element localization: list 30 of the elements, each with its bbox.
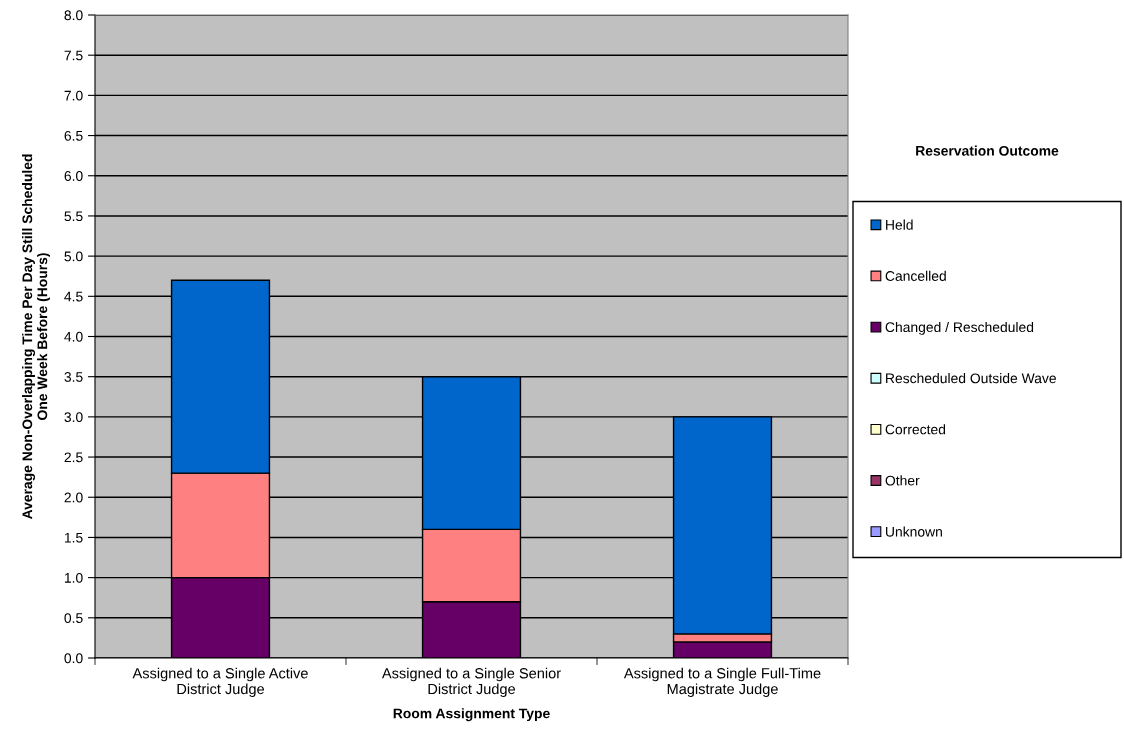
legend-label: Cancelled — [885, 270, 946, 281]
y-tick-label: 6.0 — [64, 171, 83, 181]
y-tick-label: 5.5 — [64, 211, 83, 222]
y-tick-label: 7.0 — [64, 90, 83, 101]
x-axis-title: Room Assignment Type — [393, 708, 550, 722]
y-tick-label: 5.0 — [64, 251, 83, 262]
x-tick-label: Assigned to a Single Active District Judge — [132, 667, 308, 698]
legend-label: Other — [885, 475, 920, 486]
x-tick-label: Assigned to a Single Senior District Judge — [381, 667, 561, 698]
y-tick-label: 3.0 — [64, 412, 83, 423]
y-tick-label: 0.0 — [64, 653, 83, 664]
y-tick-label: 8.0 — [64, 10, 83, 21]
legend-label: Corrected — [885, 424, 946, 435]
legend-label: Rescheduled Outside Wave — [886, 373, 1056, 384]
y-tick-label: 2.5 — [64, 452, 83, 463]
y-tick-label: 2.0 — [64, 492, 83, 503]
x-tick-label: Assigned to a Single Full-Time Magistrate Judge — [623, 667, 821, 698]
legend-label: Changed / Rescheduled — [885, 321, 1034, 335]
y-tick-label: 1.5 — [64, 532, 83, 543]
y-axis-title: Average Non-Overlapping Time Per Day Still Scheduled One Week Before (Hours) — [22, 154, 50, 520]
y-tick-label: 4.5 — [64, 291, 83, 302]
legend-label: Held — [886, 219, 913, 230]
y-tick-label: 1.0 — [64, 572, 83, 583]
y-tick-label: 3.5 — [64, 372, 83, 382]
legend-title: Reservation Outcome — [916, 145, 1059, 156]
y-tick-label: 4.0 — [64, 331, 83, 342]
legend-label: Unknown — [886, 526, 942, 537]
y-tick-label: 6.5 — [64, 130, 83, 141]
y-tick-label: 7.5 — [64, 50, 83, 61]
y-tick-label: 0.5 — [64, 613, 83, 623]
